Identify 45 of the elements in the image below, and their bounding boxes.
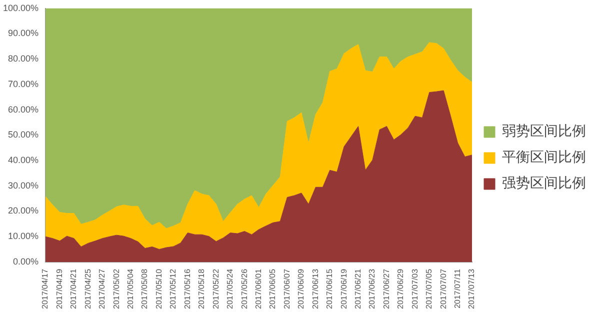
x-tick-label: 2017/06/19 bbox=[339, 268, 348, 310]
x-tick-label: 2017/06/09 bbox=[296, 268, 306, 310]
x-tick-label: 2017/04/27 bbox=[98, 268, 107, 310]
x-tick-label: 2017/05/04 bbox=[126, 268, 136, 310]
y-tick-label: 90.00% bbox=[8, 28, 39, 38]
x-tick-label: 2017/05/26 bbox=[240, 268, 249, 310]
x-tick-label: 2017/04/25 bbox=[83, 268, 92, 310]
legend-label: 弱势区间比例 bbox=[502, 124, 586, 140]
x-tick-label: 2017/05/10 bbox=[154, 268, 164, 310]
y-tick-label: 50.00% bbox=[8, 130, 39, 140]
x-tick-label: 2017/06/15 bbox=[325, 268, 334, 310]
x-tick-label: 2017/06/07 bbox=[282, 268, 292, 310]
y-tick-label: 20.00% bbox=[8, 206, 39, 216]
x-tick-label: 2017/07/13 bbox=[467, 268, 476, 310]
x-tick-label: 2017/04/19 bbox=[54, 268, 64, 310]
y-tick-label: 0.00% bbox=[13, 256, 39, 266]
x-tick-label: 2017/05/24 bbox=[226, 268, 235, 310]
x-tick-label: 2017/04/21 bbox=[69, 268, 78, 310]
y-tick-label: 10.00% bbox=[8, 231, 39, 242]
x-tick-label: 2017/07/03 bbox=[410, 268, 420, 310]
x-tick-label: 2017/04/17 bbox=[40, 268, 50, 310]
x-tick-label: 2017/05/22 bbox=[211, 268, 220, 310]
x-tick-label: 2017/06/27 bbox=[382, 268, 391, 310]
x-tick-label: 2017/06/01 bbox=[254, 268, 263, 310]
x-tick-label: 2017/07/05 bbox=[424, 268, 434, 310]
y-tick-label: 100.00% bbox=[3, 2, 39, 13]
x-tick-label: 2017/06/13 bbox=[310, 268, 320, 310]
x-tick-label: 2017/05/16 bbox=[182, 268, 192, 310]
x-tick-label: 2017/05/08 bbox=[140, 268, 150, 310]
x-tick-label: 2017/07/07 bbox=[438, 268, 448, 310]
x-tick-label: 2017/05/02 bbox=[112, 268, 121, 310]
x-tick-label: 2017/05/18 bbox=[197, 268, 206, 310]
legend-label: 平衡区间比例 bbox=[502, 150, 586, 166]
y-tick-label: 30.00% bbox=[8, 180, 39, 190]
y-tick-label: 80.00% bbox=[8, 54, 39, 64]
legend-label: 强势区间比例 bbox=[502, 176, 586, 192]
x-tick-label: 2017/06/23 bbox=[368, 268, 377, 310]
x-tick-label: 2017/07/11 bbox=[452, 268, 462, 308]
x-tick-label: 2017/05/12 bbox=[168, 268, 178, 310]
y-tick-label: 40.00% bbox=[8, 155, 39, 166]
x-tick-label: 2017/06/21 bbox=[353, 268, 362, 310]
x-tick-label: 2017/06/29 bbox=[396, 268, 406, 310]
y-tick-label: 70.00% bbox=[8, 78, 39, 89]
y-tick-label: 60.00% bbox=[8, 104, 39, 114]
x-tick-label: 2017/06/05 bbox=[268, 268, 278, 310]
